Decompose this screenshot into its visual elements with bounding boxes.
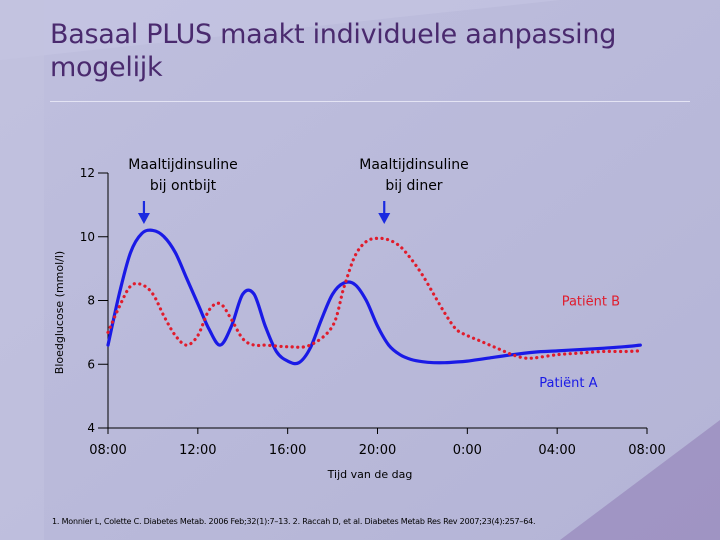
- title-divider: [50, 101, 690, 102]
- annotation-line-2: bij ontbijt: [150, 178, 217, 194]
- y-tick-label: 12: [80, 166, 95, 180]
- y-tick-label: 10: [80, 230, 95, 244]
- background-band-top: [0, 0, 560, 60]
- x-tick-label: 20:00: [359, 443, 396, 458]
- y-axis-label: Bloedglucose (mmol/l): [53, 251, 66, 374]
- x-tick-label: 12:00: [179, 443, 216, 458]
- annotation-line-1: Maaltijdinsuline: [128, 157, 237, 173]
- annotation-line-2: bij diner: [385, 178, 442, 194]
- series-line-patient-a: [106, 228, 642, 366]
- footnote: 1. Monnier L, Colette C. Diabetes Metab.…: [52, 517, 536, 526]
- annotation-line-1: Maaltijdinsuline: [359, 157, 468, 173]
- x-tick-label: 08:00: [628, 443, 665, 458]
- title-line-1: Basaal PLUS maakt individuele aanpassing: [50, 19, 617, 50]
- annotation-arrow-head: [137, 213, 150, 224]
- series-line-patient-b: [106, 236, 642, 360]
- background-left-strip: [0, 0, 44, 540]
- x-tick-label: 0:00: [453, 443, 482, 458]
- y-tick-label: 4: [87, 421, 95, 435]
- background-band-corner: [560, 420, 720, 540]
- x-tick-label: 04:00: [538, 443, 575, 458]
- series-label: Patiënt B: [562, 295, 620, 310]
- series-label: Patiënt A: [539, 376, 597, 391]
- x-tick-label: 08:00: [89, 443, 126, 458]
- page-title: Basaal PLUS maakt individuele aanpassing…: [50, 18, 690, 84]
- y-tick-label: 6: [87, 357, 95, 371]
- annotation-arrow-head: [378, 213, 391, 224]
- y-tick-label: 8: [87, 294, 95, 308]
- title-line-2: mogelijk: [50, 52, 163, 83]
- x-tick-label: 16:00: [269, 443, 306, 458]
- x-axis-label: Tijd van de dag: [327, 468, 413, 481]
